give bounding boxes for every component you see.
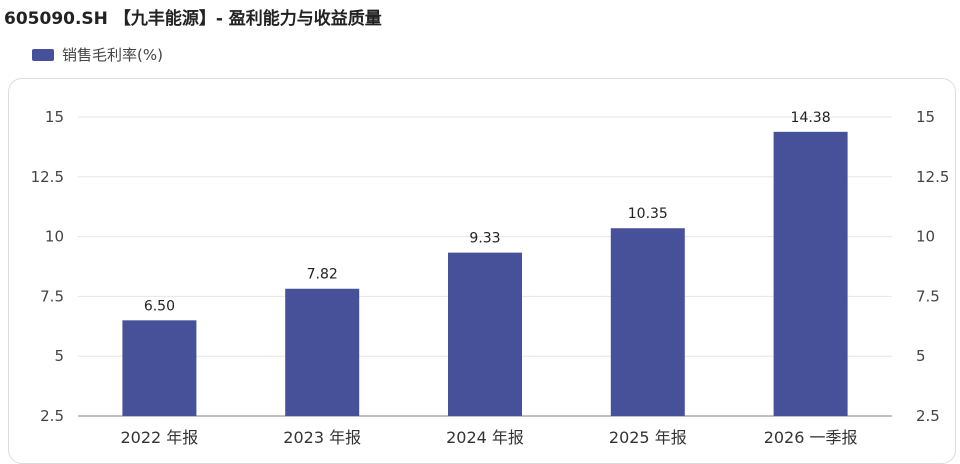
data-label: 14.38 bbox=[791, 110, 831, 126]
y-tick-label-left: 2.5 bbox=[40, 407, 64, 425]
bar bbox=[122, 320, 197, 416]
data-label: 7.82 bbox=[307, 267, 338, 283]
x-tick-label: 2024 年报 bbox=[446, 428, 524, 447]
x-tick-label: 2026 一季报 bbox=[764, 428, 858, 447]
bar bbox=[773, 131, 848, 417]
y-tick-label-left: 12.5 bbox=[31, 168, 64, 186]
y-tick-label-right: 12.5 bbox=[916, 168, 949, 186]
y-tick-label-left: 7.5 bbox=[40, 287, 64, 305]
x-tick-label: 2025 年报 bbox=[609, 428, 687, 447]
y-tick-label-right: 2.5 bbox=[916, 407, 940, 425]
x-tick-label: 2023 年报 bbox=[283, 428, 361, 447]
data-label: 6.50 bbox=[144, 298, 175, 314]
y-tick-label-right: 10 bbox=[916, 228, 935, 246]
legend-label: 销售毛利率(%) bbox=[62, 46, 163, 64]
y-tick-label-left: 15 bbox=[45, 108, 64, 126]
legend-swatch bbox=[32, 48, 54, 61]
bar-chart: 2.5 2.5 5 5 7.5 7.5 10 10 12.5 12.5 15 15 6.50 2022 年… bbox=[31, 108, 950, 447]
bar bbox=[610, 228, 685, 416]
y-tick-label-right: 5 bbox=[916, 347, 926, 365]
legend[interactable]: 销售毛利率(%) bbox=[32, 44, 163, 65]
y-tick-label-left: 5 bbox=[54, 347, 64, 365]
bar bbox=[448, 252, 522, 416]
x-tick-label: 2022 年报 bbox=[120, 428, 198, 447]
y-tick-label-right: 15 bbox=[916, 108, 935, 126]
data-label: 9.33 bbox=[469, 231, 500, 247]
data-label: 10.35 bbox=[628, 206, 668, 222]
bar bbox=[285, 288, 360, 416]
chart-title: 605090.SH 【九丰能源】- 盈利能力与收益质量 bbox=[4, 9, 382, 29]
y-tick-label-right: 7.5 bbox=[916, 287, 940, 305]
y-tick-label-left: 10 bbox=[45, 228, 64, 246]
